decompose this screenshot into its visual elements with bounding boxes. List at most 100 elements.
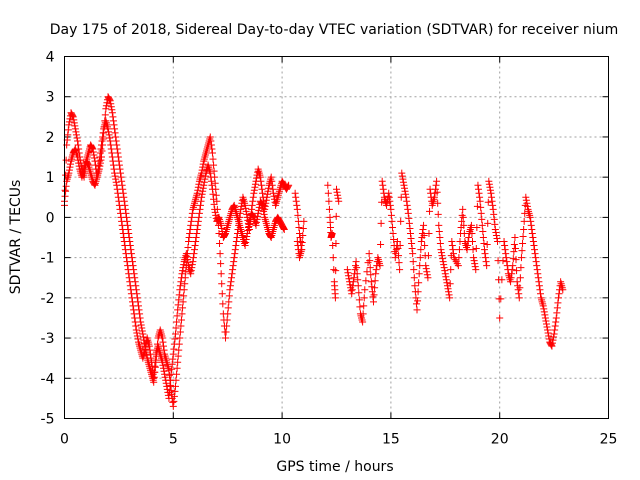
data-point xyxy=(325,205,333,213)
data-point xyxy=(115,201,123,209)
data-point xyxy=(187,221,195,229)
data-point xyxy=(294,217,302,225)
data-point xyxy=(159,338,167,346)
data-point xyxy=(477,209,485,217)
data-point xyxy=(99,129,107,137)
data-point xyxy=(520,225,528,233)
data-point xyxy=(293,201,301,209)
data-point xyxy=(198,193,206,201)
data-point xyxy=(436,234,444,241)
data-point xyxy=(328,230,336,238)
data-point xyxy=(360,302,368,310)
data-point xyxy=(432,181,440,189)
data-point xyxy=(172,324,180,332)
data-point xyxy=(532,254,540,262)
data-point xyxy=(105,128,113,136)
data-point xyxy=(469,246,477,254)
data-point xyxy=(491,220,499,228)
data-point xyxy=(236,223,244,231)
data-point xyxy=(485,180,493,188)
data-point xyxy=(74,156,82,164)
data-point xyxy=(174,358,182,366)
data-point xyxy=(117,173,125,181)
data-point xyxy=(435,221,443,229)
data-point xyxy=(550,330,558,338)
data-point xyxy=(334,194,342,202)
data-point xyxy=(151,362,159,370)
data-point xyxy=(186,225,194,233)
data-point xyxy=(544,329,552,337)
data-point xyxy=(408,240,416,248)
data-point xyxy=(533,266,541,274)
data-point xyxy=(173,312,181,320)
data-point xyxy=(65,121,73,129)
data-point xyxy=(179,298,187,306)
data-point xyxy=(540,308,548,316)
data-point xyxy=(123,254,131,262)
data-point xyxy=(444,285,452,293)
data-point xyxy=(440,261,448,269)
data-point xyxy=(519,240,527,248)
data-point xyxy=(424,274,432,282)
data-point xyxy=(198,190,206,198)
data-point xyxy=(496,314,504,322)
data-point xyxy=(113,141,121,149)
x-tick-label: 25 xyxy=(600,432,618,448)
data-point xyxy=(271,219,279,227)
data-point xyxy=(119,229,127,237)
data-point xyxy=(230,254,238,262)
data-point xyxy=(265,184,272,192)
tick-labels: -5 -4 -3 -2 -1 0 1 2 3 4 0 5 10 15 20 25 xyxy=(41,50,618,448)
data-point xyxy=(259,193,267,201)
data-point xyxy=(88,143,96,151)
data-point xyxy=(434,199,442,207)
data-point xyxy=(515,290,523,298)
data-point xyxy=(83,159,91,167)
data-point xyxy=(222,334,230,342)
data-point xyxy=(553,309,561,317)
data-point xyxy=(219,300,227,308)
data-point xyxy=(353,264,361,272)
data-point xyxy=(355,289,363,297)
data-point xyxy=(208,145,216,153)
data-point xyxy=(117,209,125,217)
data-point xyxy=(170,345,178,353)
data-point xyxy=(435,227,443,235)
data-point xyxy=(254,212,262,220)
data-point xyxy=(471,260,479,268)
data-point xyxy=(102,102,110,110)
data-point xyxy=(384,192,392,200)
data-point xyxy=(393,238,401,246)
data-point xyxy=(170,340,178,348)
data-point xyxy=(230,258,238,266)
data-point xyxy=(186,268,194,276)
data-point xyxy=(269,227,277,235)
data-point xyxy=(528,229,536,237)
data-point xyxy=(88,144,96,152)
data-point xyxy=(133,332,141,340)
data-point xyxy=(196,205,204,213)
data-point xyxy=(257,181,265,189)
data-point xyxy=(168,360,176,368)
data-point xyxy=(72,128,80,136)
data-point xyxy=(528,225,536,233)
data-point xyxy=(386,201,394,209)
data-point xyxy=(386,197,394,205)
data-point xyxy=(426,207,434,215)
data-point xyxy=(86,167,94,175)
data-point xyxy=(114,153,122,161)
data-point xyxy=(397,193,405,201)
data-point xyxy=(193,225,201,233)
data-point xyxy=(66,163,74,171)
data-point xyxy=(218,290,226,298)
data-point xyxy=(105,131,113,139)
data-point xyxy=(482,258,490,266)
data-point xyxy=(396,242,404,250)
data-point xyxy=(194,186,202,194)
y-tick-label: -2 xyxy=(41,291,55,307)
data-point xyxy=(189,258,197,266)
data-point xyxy=(526,211,534,219)
data-point xyxy=(160,364,168,372)
data-point xyxy=(397,217,405,225)
data-point xyxy=(90,180,98,188)
